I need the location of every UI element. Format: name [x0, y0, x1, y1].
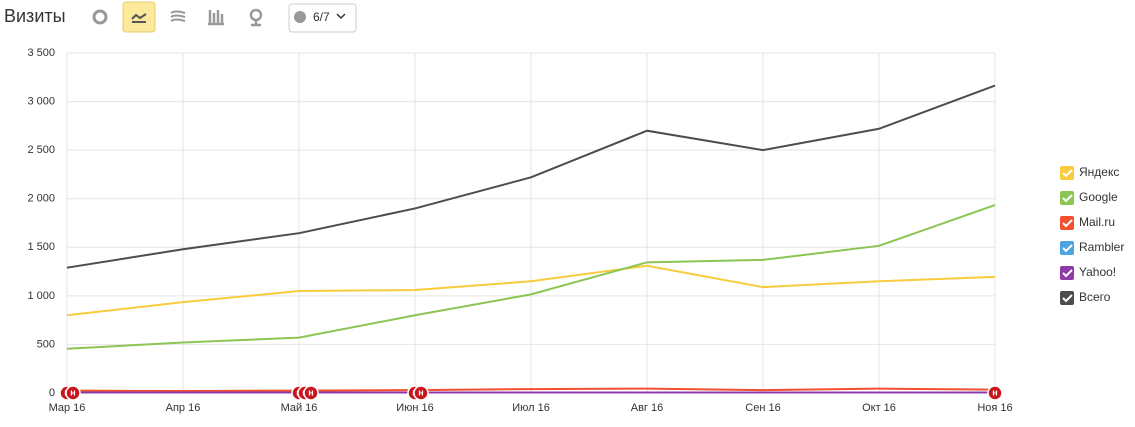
- annotation-label: н: [70, 387, 75, 397]
- series-line: [66, 204, 996, 350]
- legend-checkbox[interactable]: [1060, 241, 1074, 255]
- filter-label: 6/7: [313, 10, 330, 24]
- y-tick-label: 2 500: [27, 144, 55, 156]
- legend-check: [1062, 294, 1073, 303]
- annotation-label: н: [992, 387, 997, 397]
- annotation-marker[interactable]: [303, 385, 319, 401]
- y-tick-label: 2 000: [27, 193, 55, 205]
- y-tick-label: 1 000: [27, 290, 55, 302]
- icon-map[interactable]: [249, 8, 263, 27]
- legend-checkbox[interactable]: [1060, 191, 1074, 205]
- x-tick-label: Авг 16: [631, 402, 663, 414]
- legend-checkbox[interactable]: [1060, 291, 1074, 305]
- dropdown-arrow: [336, 13, 346, 20]
- x-tick-label: Апр 16: [166, 402, 201, 414]
- legend-check: [1062, 194, 1073, 203]
- x-tick-label: Сен 16: [745, 402, 780, 414]
- icon-bars[interactable]: [208, 10, 224, 26]
- filter-button[interactable]: [288, 3, 357, 33]
- legend-label[interactable]: Mail.ru: [1079, 215, 1115, 229]
- legend-label[interactable]: Google: [1079, 190, 1118, 204]
- x-tick-label: Май 16: [281, 402, 318, 414]
- legend-checkbox[interactable]: [1060, 216, 1074, 230]
- annotation-marker[interactable]: [65, 385, 81, 401]
- y-tick-label: 3 500: [27, 47, 55, 59]
- y-tick-label: 1 500: [27, 241, 55, 253]
- series-line: [66, 84, 996, 269]
- series-line: [66, 264, 996, 317]
- y-tick-label: 500: [37, 338, 55, 350]
- legend-check: [1062, 169, 1073, 178]
- comment-icon: [294, 11, 306, 23]
- icon-line: [131, 13, 147, 23]
- series-line: [66, 387, 996, 393]
- x-tick-label: Июл 16: [512, 402, 550, 414]
- legend-check: [1062, 269, 1073, 278]
- chart-title: Визиты: [4, 6, 66, 26]
- annotation-label: н: [308, 387, 313, 397]
- x-tick-label: Ноя 16: [977, 402, 1012, 414]
- icon-pie[interactable]: [92, 9, 108, 25]
- y-tick-label: 3 000: [27, 95, 55, 107]
- x-tick-label: Июн 16: [396, 402, 434, 414]
- legend-check: [1062, 219, 1073, 228]
- annotation-label: н: [418, 387, 423, 397]
- y-tick-label: 0: [49, 387, 55, 399]
- legend-label[interactable]: Всего: [1079, 290, 1111, 304]
- legend-label[interactable]: Яндекс: [1079, 165, 1119, 179]
- legend-check: [1062, 244, 1073, 253]
- annotation-marker[interactable]: [413, 385, 429, 401]
- legend-label[interactable]: Rambler: [1079, 240, 1124, 254]
- legend-checkbox[interactable]: [1060, 266, 1074, 280]
- legend-label[interactable]: Yahoo!: [1079, 265, 1116, 279]
- legend-checkbox[interactable]: [1060, 166, 1074, 180]
- icon-area[interactable]: [170, 10, 186, 22]
- x-tick-label: Мар 16: [49, 402, 86, 414]
- annotation-marker[interactable]: [987, 385, 1003, 401]
- x-tick-label: Окт 16: [862, 402, 896, 414]
